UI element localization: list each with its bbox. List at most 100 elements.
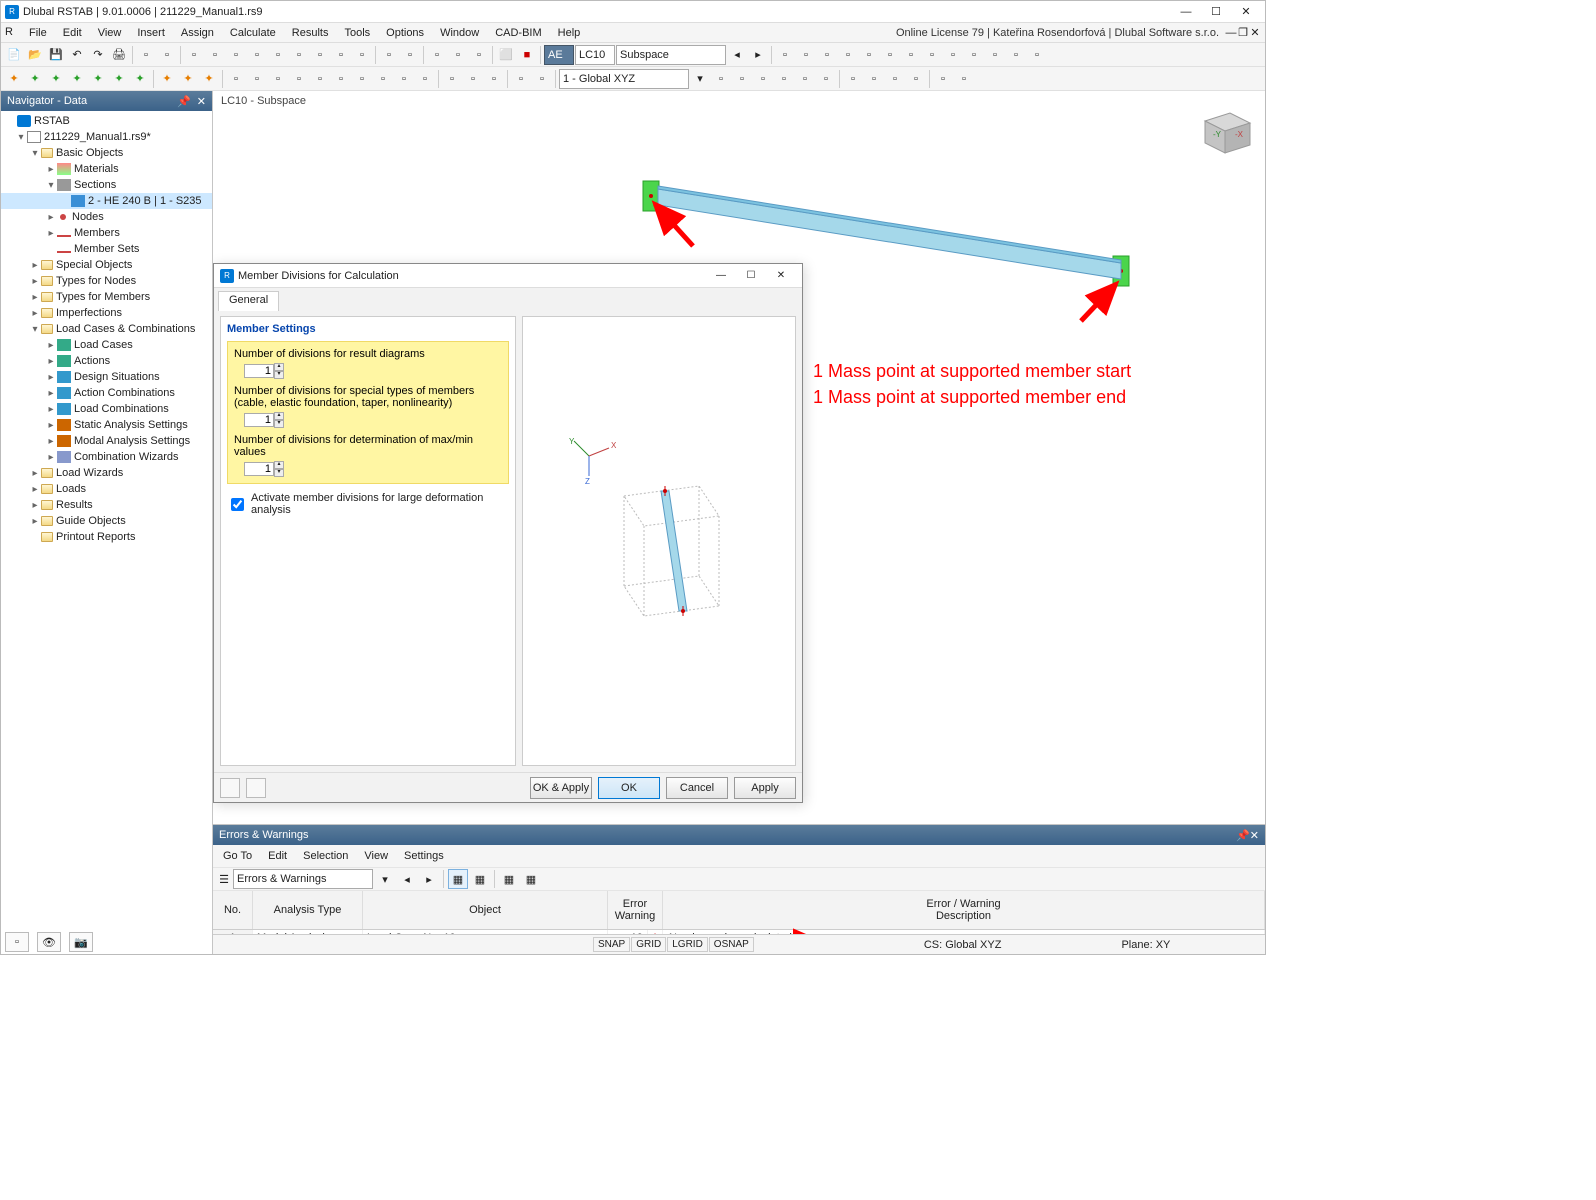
- stop-icon[interactable]: ■: [517, 45, 537, 65]
- dialog-footer-icon-2[interactable]: [246, 778, 266, 798]
- tree-sections[interactable]: Sections: [74, 179, 116, 191]
- dialog-footer-icon-1[interactable]: [220, 778, 240, 798]
- prev-icon[interactable]: ◂: [397, 869, 417, 889]
- pin-icon[interactable]: 📌: [177, 95, 191, 108]
- errors-menu-edit[interactable]: Edit: [264, 848, 291, 864]
- dropdown-icon[interactable]: ▾: [375, 869, 395, 889]
- tb-icon[interactable]: ▫: [205, 45, 225, 65]
- close-panel-icon[interactable]: ✕: [1250, 829, 1259, 842]
- tb-icon[interactable]: ▫: [885, 69, 905, 89]
- tb-icon[interactable]: ▫: [400, 45, 420, 65]
- tb-icon[interactable]: ▫: [985, 45, 1005, 65]
- dropdown-icon[interactable]: ▾: [690, 69, 710, 89]
- ok-apply-button[interactable]: OK & Apply: [530, 777, 592, 799]
- tb-icon[interactable]: ▫: [922, 45, 942, 65]
- col-analysis-type[interactable]: Analysis Type: [253, 891, 363, 929]
- tb-icon[interactable]: ▫: [379, 45, 399, 65]
- next-icon[interactable]: ▸: [748, 45, 768, 65]
- div-special-input[interactable]: [244, 413, 274, 427]
- eye-icon[interactable]: 👁: [37, 932, 61, 952]
- navigator-tree[interactable]: RSTAB ▾211229_Manual1.rs9* ▾Basic Object…: [1, 111, 212, 954]
- tree-imperfections[interactable]: Imperfections: [56, 307, 122, 319]
- close-button[interactable]: ✕: [1231, 2, 1261, 22]
- tree-loads[interactable]: Loads: [56, 483, 86, 495]
- tree-special-objects[interactable]: Special Objects: [56, 259, 132, 271]
- tb-icon[interactable]: ▫: [157, 45, 177, 65]
- menu-window[interactable]: Window: [432, 25, 487, 41]
- tb-icon[interactable]: ▫: [1027, 45, 1047, 65]
- tb-icon[interactable]: ▫: [933, 69, 953, 89]
- div-result-input[interactable]: [244, 364, 274, 378]
- menu-edit[interactable]: Edit: [55, 25, 90, 41]
- tb-icon[interactable]: ✦: [157, 69, 177, 89]
- tb-icon[interactable]: ▫: [373, 69, 393, 89]
- undo-icon[interactable]: ↶: [67, 45, 87, 65]
- tb-icon[interactable]: ✦: [178, 69, 198, 89]
- tb-icon[interactable]: ✦: [46, 69, 66, 89]
- tb-icon[interactable]: ✦: [88, 69, 108, 89]
- snap-toggle[interactable]: SNAP: [593, 937, 630, 952]
- tree-member-sets[interactable]: Member Sets: [74, 243, 139, 255]
- tb-icon[interactable]: ▫: [310, 45, 330, 65]
- menu-cadbim[interactable]: CAD-BIM: [487, 25, 549, 41]
- menu-tools[interactable]: Tools: [336, 25, 378, 41]
- tb-icon[interactable]: ▫: [753, 69, 773, 89]
- errors-menu-settings[interactable]: Settings: [400, 848, 448, 864]
- ok-button[interactable]: OK: [598, 777, 660, 799]
- tb-icon[interactable]: ▫: [901, 45, 921, 65]
- redo-icon[interactable]: ↷: [88, 45, 108, 65]
- cancel-button[interactable]: Cancel: [666, 777, 728, 799]
- tb-icon[interactable]: ▫: [184, 45, 204, 65]
- menu-assign[interactable]: Assign: [173, 25, 222, 41]
- tb-icon[interactable]: ▫: [394, 69, 414, 89]
- tb-icon[interactable]: ▫: [352, 69, 372, 89]
- tb-icon[interactable]: ▫: [268, 69, 288, 89]
- menu-results[interactable]: Results: [284, 25, 337, 41]
- tree-modal-settings[interactable]: Modal Analysis Settings: [74, 435, 190, 447]
- errors-menu-goto[interactable]: Go To: [219, 848, 256, 864]
- apply-button[interactable]: Apply: [734, 777, 796, 799]
- tree-materials[interactable]: Materials: [74, 163, 119, 175]
- tb-icon[interactable]: ▫: [838, 45, 858, 65]
- tb-icon[interactable]: ▫: [427, 45, 447, 65]
- tree-root[interactable]: RSTAB: [34, 115, 70, 127]
- export-icon[interactable]: ▦: [521, 869, 541, 889]
- orientation-cube[interactable]: -Y -X: [1195, 101, 1255, 161]
- window-x-icon[interactable]: ✕: [1249, 26, 1261, 39]
- tb-icon[interactable]: ✦: [109, 69, 129, 89]
- tree-printout-reports[interactable]: Printout Reports: [56, 531, 135, 543]
- window-restore-icon[interactable]: ❐: [1237, 26, 1249, 39]
- tb-icon[interactable]: ▫: [954, 69, 974, 89]
- menu-insert[interactable]: Insert: [129, 25, 173, 41]
- spin-up-icon[interactable]: ▴: [274, 363, 284, 371]
- tb-icon[interactable]: ▫: [906, 69, 926, 89]
- col-object[interactable]: Object: [363, 891, 608, 929]
- tb-icon[interactable]: ▫: [352, 45, 372, 65]
- tree-guide-objects[interactable]: Guide Objects: [56, 515, 126, 527]
- tree-results[interactable]: Results: [56, 499, 93, 511]
- tb-icon[interactable]: ✦: [130, 69, 150, 89]
- menu-view[interactable]: View: [90, 25, 130, 41]
- tb-icon[interactable]: ▫: [415, 69, 435, 89]
- menu-calculate[interactable]: Calculate: [222, 25, 284, 41]
- viewport-3d[interactable]: LC10 - Subspace -Y -X: [213, 91, 1265, 824]
- tb-icon[interactable]: ▫: [247, 45, 267, 65]
- bottom-icon-1[interactable]: ▫: [5, 932, 29, 952]
- tb-icon[interactable]: ▫: [511, 69, 531, 89]
- tb-icon[interactable]: ▫: [484, 69, 504, 89]
- div-maxmin-input[interactable]: [244, 462, 274, 476]
- lc-desc-combo[interactable]: Subspace: [616, 45, 726, 65]
- tree-types-nodes[interactable]: Types for Nodes: [56, 275, 136, 287]
- spin-down-icon[interactable]: ▾: [274, 371, 284, 379]
- close-panel-icon[interactable]: ✕: [197, 95, 206, 108]
- filter-icon[interactable]: ▦: [448, 869, 468, 889]
- osnap-toggle[interactable]: OSNAP: [709, 937, 754, 952]
- errors-combo[interactable]: Errors & Warnings: [233, 869, 373, 889]
- tree-combination-wizards[interactable]: Combination Wizards: [74, 451, 179, 463]
- tb-icon[interactable]: ▫: [268, 45, 288, 65]
- lc-combo[interactable]: LC10: [575, 45, 615, 65]
- tree-types-members[interactable]: Types for Members: [56, 291, 150, 303]
- coord-system-combo[interactable]: 1 - Global XYZ: [559, 69, 689, 89]
- tb-icon[interactable]: ▫: [331, 69, 351, 89]
- errors-menu-view[interactable]: View: [360, 848, 392, 864]
